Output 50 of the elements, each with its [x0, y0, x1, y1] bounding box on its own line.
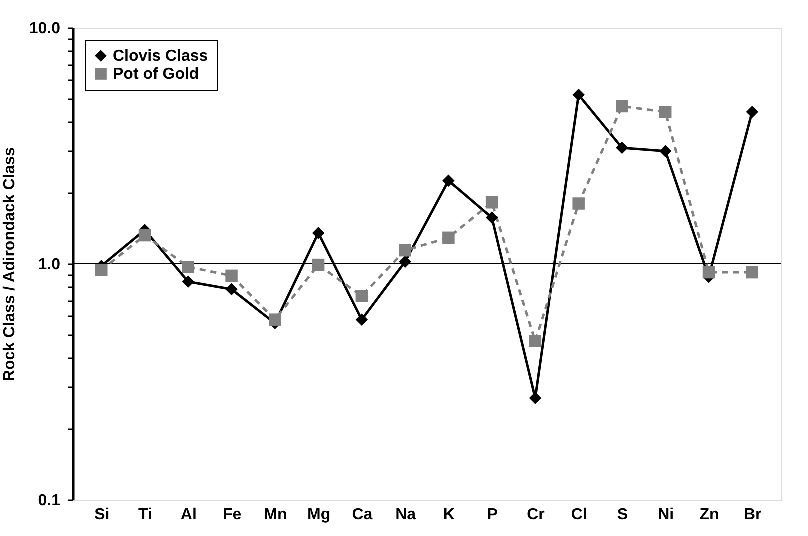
point: [659, 106, 672, 118]
point: [486, 212, 498, 224]
point: [312, 227, 325, 240]
x-tick-label: P: [487, 506, 498, 524]
point: [399, 244, 412, 257]
point: [226, 283, 238, 296]
legend-label: Pot of Gold: [113, 66, 200, 83]
x-tick-label: Cr: [527, 506, 545, 524]
x-tick-label: Zn: [700, 506, 720, 524]
point: [138, 229, 152, 242]
point: [269, 314, 282, 326]
point: [486, 196, 498, 209]
y-tick-label: 0.1: [38, 492, 61, 510]
x-tick-label: K: [443, 506, 456, 524]
point: [572, 88, 585, 102]
legend-label: Clovis Class: [113, 48, 208, 65]
y-axis-title: Rock Class / Adirondack Class: [1, 147, 18, 382]
point: [226, 270, 238, 282]
x-tick-label: Al: [180, 506, 197, 524]
point: [529, 335, 542, 348]
point: [356, 314, 368, 326]
point: [182, 276, 195, 288]
x-tick-label: Mn: [264, 506, 288, 524]
x-tick-label: Br: [744, 506, 762, 524]
x-tick-label: Mg: [307, 506, 331, 524]
point: [442, 232, 455, 244]
point: [182, 261, 195, 274]
point: [312, 258, 325, 272]
x-tick-label: Cl: [571, 506, 588, 524]
y-tick-label: 10.0: [29, 20, 61, 38]
point: [616, 100, 628, 113]
point: [616, 142, 628, 154]
point: [399, 256, 412, 268]
x-tick-label: Ca: [352, 506, 373, 524]
x-tick-label: Na: [396, 506, 416, 524]
point: [659, 145, 672, 158]
point: [702, 266, 716, 279]
point: [96, 264, 108, 276]
x-tick-label: Ni: [658, 506, 674, 524]
point: [442, 174, 455, 188]
point: [746, 106, 758, 118]
y-tick-label: 1.0: [38, 256, 61, 274]
x-tick-label: Si: [94, 506, 110, 524]
point: [356, 290, 368, 302]
point: [529, 392, 542, 404]
point: [572, 198, 585, 210]
point: [746, 266, 758, 279]
x-tick-label: Fe: [222, 506, 242, 524]
x-tick-label: S: [617, 506, 628, 524]
x-tick-label: Ti: [138, 506, 152, 524]
